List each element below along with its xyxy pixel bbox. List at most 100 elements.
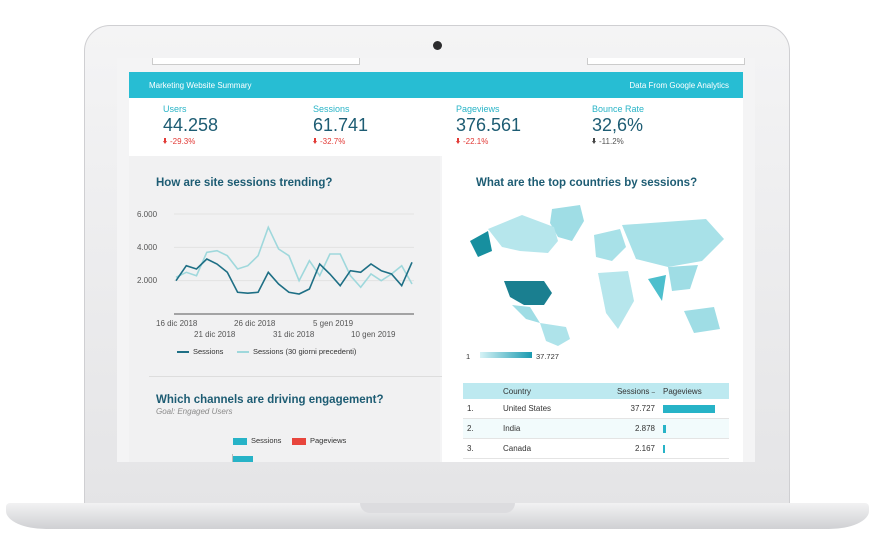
laptop-notch [360, 503, 515, 513]
kpi-users[interactable]: Users 44.258 -29.3% [163, 104, 218, 146]
legend-swatch [237, 351, 249, 354]
africa-region [598, 271, 634, 329]
sessions-header[interactable]: Sessions – [586, 383, 659, 399]
series-line[interactable] [175, 225, 413, 289]
greenland-region [550, 205, 584, 241]
countries-table[interactable]: Country Sessions – Pageviews 1. United S… [463, 383, 729, 459]
kpi-scorecards: Users 44.258 -29.3% Sessions 61.741 -32.… [129, 98, 743, 156]
x-tick: 10 gen 2019 [351, 330, 396, 339]
scale-min: 1 [466, 352, 471, 361]
usa-region [504, 281, 552, 305]
kpi-pageviews[interactable]: Pageviews 376.561 -22.1% [456, 104, 521, 146]
y-tick: 4.000 [137, 243, 158, 252]
world-map[interactable] [462, 201, 727, 346]
kpi-value: 44.258 [163, 115, 219, 135]
legend-label: Sessions [251, 436, 282, 445]
arrow-down-icon [456, 138, 460, 144]
russia-asia-region [622, 219, 724, 267]
europe-region [594, 229, 626, 261]
pageviews-bar [663, 424, 666, 433]
table-row[interactable]: 2. India 2.878 [463, 418, 729, 439]
legend-sessions[interactable]: Sessions [177, 347, 223, 356]
kpi-value: 32,6% [592, 115, 644, 135]
alaska-region [470, 231, 492, 257]
kpi-change: -11.2% [599, 137, 624, 146]
webcam-icon [433, 41, 442, 50]
pageviews-cell [659, 438, 729, 459]
canada-region [488, 215, 558, 253]
kpi-label: Users [163, 104, 187, 114]
kpi-change: -32.7% [320, 137, 346, 146]
scale-max: 37.727 [536, 352, 559, 361]
kpi-label: Bounce Rate [592, 104, 645, 114]
country-header[interactable]: Country [499, 383, 587, 399]
kpi-label: Pageviews [456, 104, 500, 114]
x-tick: 31 dic 2018 [273, 330, 315, 339]
x-tick: 16 dic 2018 [156, 319, 198, 328]
sessions-cell: 37.727 [586, 399, 659, 419]
india-region [648, 275, 666, 301]
table-header-row: Country Sessions – Pageviews [463, 383, 729, 399]
channel-bar[interactable] [233, 456, 253, 462]
legend-swatch [292, 437, 306, 445]
section-divider [149, 376, 449, 377]
kpi-bounce-rate[interactable]: Bounce Rate 32,6% -11.2% [592, 104, 644, 146]
rank-header [463, 383, 499, 399]
south-america-region [540, 323, 570, 346]
right-panel: What are the top countries by sessions? … [442, 156, 743, 462]
sessions-chart-title: How are site sessions trending? [156, 177, 333, 189]
kpi-value: 61.741 [313, 115, 369, 135]
rank-cell: 3. [463, 438, 499, 459]
sessions-cell: 2.878 [586, 418, 659, 439]
top-filter-control[interactable] [152, 58, 360, 65]
x-tick: 5 gen 2019 [313, 319, 354, 328]
sessions-cell: 2.167 [586, 438, 659, 459]
rank-cell: 2. [463, 418, 499, 439]
arrow-down-icon [163, 138, 167, 144]
mexico-region [512, 305, 540, 323]
channels-subtitle: Goal: Engaged Users [156, 407, 233, 416]
data-source-label: Data From Google Analytics [629, 81, 729, 90]
kpi-change: -22.1% [463, 137, 489, 146]
kpi-value: 376.561 [456, 115, 522, 135]
legend-channel-pageviews[interactable]: Pageviews [292, 436, 346, 445]
top-date-control[interactable] [587, 58, 745, 65]
legend-swatch [177, 351, 189, 354]
country-cell: Canada [499, 438, 587, 459]
australia-region [684, 307, 720, 333]
table-row[interactable]: 1. United States 37.727 [463, 399, 729, 419]
country-cell: India [499, 418, 587, 439]
legend-label: Sessions [193, 347, 224, 356]
report-header: Marketing Website Summary Data From Goog… [129, 72, 743, 98]
color-scale [480, 352, 532, 358]
legend-sessions-previous[interactable]: Sessions (30 giorni precedenti) [237, 347, 356, 356]
x-tick: 21 dic 2018 [194, 330, 236, 339]
kpi-label: Sessions [313, 104, 350, 114]
table-row[interactable]: 3. Canada 2.167 [463, 438, 729, 459]
y-tick: 6.000 [137, 210, 158, 219]
pageviews-cell [659, 399, 729, 419]
sort-desc-icon[interactable]: – [651, 389, 655, 396]
sessions-header-label: Sessions [616, 386, 650, 396]
pageviews-bar [663, 444, 665, 453]
x-tick: 26 dic 2018 [234, 319, 276, 328]
legend-label: Sessions (30 giorni precedenti) [253, 347, 357, 356]
pageviews-header[interactable]: Pageviews [659, 383, 729, 399]
channels-chart-title: Which channels are driving engagement? [156, 394, 384, 406]
legend-label: Pageviews [310, 436, 347, 445]
report-title: Marketing Website Summary [149, 81, 252, 90]
channels-axis [232, 454, 233, 462]
asia-east-region [668, 265, 698, 291]
sessions-line-chart[interactable] [174, 206, 414, 321]
kpi-sessions[interactable]: Sessions 61.741 -32.7% [313, 104, 368, 146]
rank-cell: 1. [463, 399, 499, 419]
pageviews-bar [663, 404, 715, 413]
left-panel: How are site sessions trending? 6.000 4.… [129, 156, 449, 462]
y-tick: 2.000 [137, 276, 158, 285]
legend-swatch [233, 437, 247, 445]
arrow-down-icon [592, 138, 596, 144]
legend-channel-sessions[interactable]: Sessions [233, 436, 281, 445]
series-line[interactable] [175, 258, 413, 295]
pageviews-cell [659, 418, 729, 439]
arrow-down-icon [313, 138, 317, 144]
